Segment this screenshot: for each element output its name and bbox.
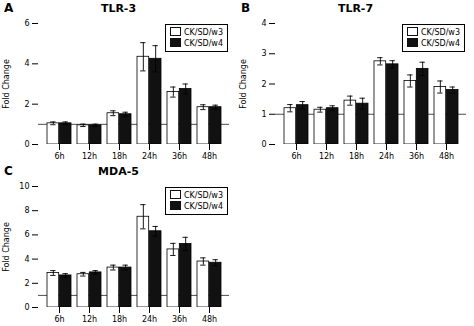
html-text:C: C bbox=[4, 164, 13, 178]
svg-text:12h: 12h bbox=[82, 152, 97, 161]
html-text:TLR-7: TLR-7 bbox=[337, 2, 374, 15]
html-text:CK/SD/w4: CK/SD/w4 bbox=[420, 39, 460, 48]
svg-text:6: 6 bbox=[24, 19, 29, 28]
svg-text:6h: 6h bbox=[54, 315, 64, 324]
svg-text:48h: 48h bbox=[439, 152, 454, 161]
html-text:CK/SD/w3: CK/SD/w3 bbox=[183, 28, 223, 37]
svg-text:6h: 6h bbox=[291, 152, 301, 161]
svg-text:8: 8 bbox=[24, 206, 29, 215]
html-text:CK/SD/w3: CK/SD/w3 bbox=[183, 191, 223, 200]
svg-text:Fold Change: Fold Change bbox=[2, 59, 11, 109]
svg-text:Fold Change: Fold Change bbox=[2, 222, 11, 272]
svg-text:1: 1 bbox=[261, 110, 266, 119]
svg-text:12h: 12h bbox=[82, 315, 97, 324]
svg-text:36h: 36h bbox=[172, 315, 187, 324]
svg-text:2: 2 bbox=[24, 100, 29, 109]
svg-text:24h: 24h bbox=[142, 315, 157, 324]
svg-text:2: 2 bbox=[24, 279, 29, 288]
svg-text:18h: 18h bbox=[112, 315, 127, 324]
svg-text:3: 3 bbox=[261, 49, 266, 58]
html-text:B: B bbox=[241, 1, 251, 15]
svg-text:24h: 24h bbox=[379, 152, 394, 161]
svg-text:4: 4 bbox=[24, 59, 29, 68]
html-text:TLR-3: TLR-3 bbox=[100, 2, 137, 15]
svg-text:24h: 24h bbox=[142, 152, 157, 161]
svg-text:4: 4 bbox=[261, 19, 266, 28]
svg-text:36h: 36h bbox=[409, 152, 424, 161]
svg-text:10: 10 bbox=[19, 182, 29, 191]
svg-text:2: 2 bbox=[261, 80, 266, 89]
svg-text:Fold Change: Fold Change bbox=[239, 59, 248, 109]
svg-text:6h: 6h bbox=[54, 152, 64, 161]
svg-text:0: 0 bbox=[261, 140, 266, 149]
svg-text:12h: 12h bbox=[319, 152, 334, 161]
svg-text:4: 4 bbox=[24, 255, 29, 264]
svg-text:36h: 36h bbox=[172, 152, 187, 161]
html-text:A: A bbox=[4, 1, 14, 15]
html-text:CK/SD/w4: CK/SD/w4 bbox=[183, 39, 223, 48]
html-text:MDA-5: MDA-5 bbox=[98, 165, 139, 178]
svg-text:0: 0 bbox=[24, 303, 29, 312]
svg-text:48h: 48h bbox=[202, 315, 217, 324]
svg-text:0: 0 bbox=[24, 140, 29, 149]
svg-text:18h: 18h bbox=[349, 152, 364, 161]
svg-text:6: 6 bbox=[24, 230, 29, 239]
svg-text:48h: 48h bbox=[202, 152, 217, 161]
html-text:CK/SD/w3: CK/SD/w3 bbox=[420, 28, 460, 37]
svg-text:18h: 18h bbox=[112, 152, 127, 161]
html-text:CK/SD/w4: CK/SD/w4 bbox=[183, 202, 223, 211]
